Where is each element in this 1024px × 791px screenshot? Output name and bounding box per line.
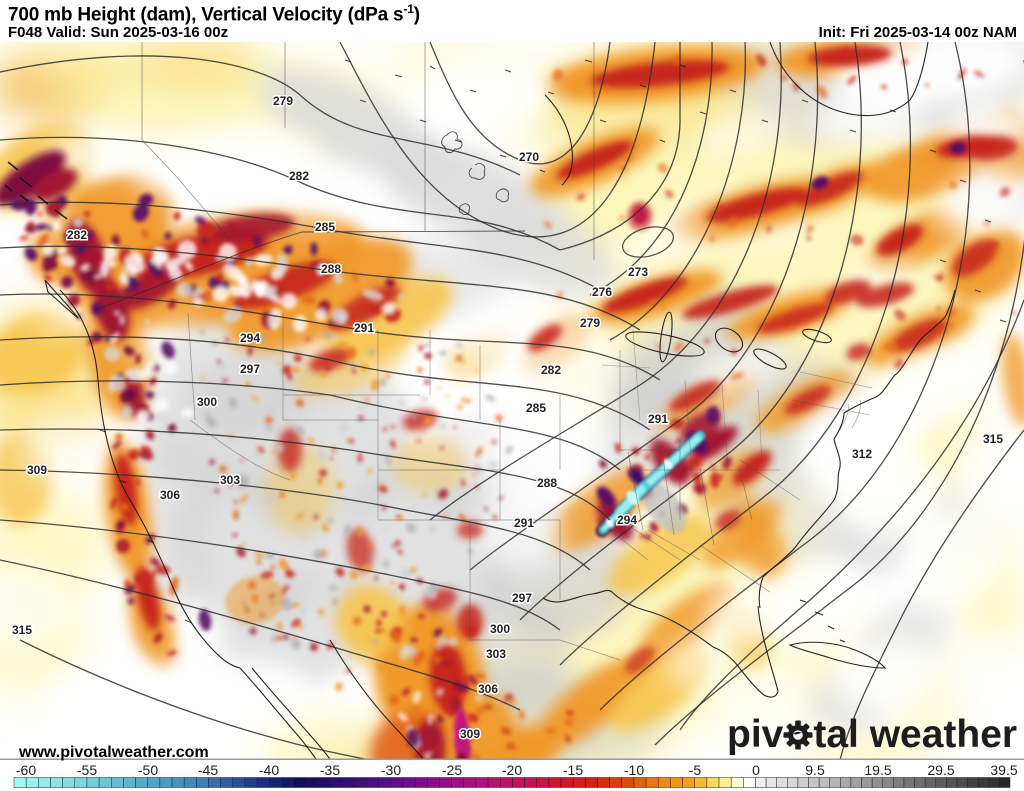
svg-text:279: 279 (580, 316, 600, 330)
svg-text:306: 306 (160, 488, 180, 502)
svg-text:291: 291 (514, 516, 534, 530)
svg-text:306: 306 (478, 682, 498, 696)
svg-text:297: 297 (240, 362, 260, 376)
svg-text:276: 276 (592, 285, 612, 299)
svg-text:294: 294 (240, 331, 260, 345)
svg-text:282: 282 (289, 169, 309, 183)
svg-text:303: 303 (220, 473, 240, 487)
svg-text:309: 309 (27, 463, 47, 477)
svg-text:315: 315 (983, 432, 1003, 446)
svg-text:303: 303 (486, 647, 506, 661)
svg-text:270: 270 (519, 150, 539, 164)
svg-text:309: 309 (460, 727, 480, 741)
svg-text:312: 312 (852, 447, 872, 461)
svg-text:297: 297 (512, 591, 532, 605)
svg-text:282: 282 (541, 363, 561, 377)
svg-text:291: 291 (354, 321, 374, 335)
svg-text:315: 315 (12, 623, 32, 637)
svg-text:300: 300 (197, 395, 217, 409)
svg-text:300: 300 (490, 622, 510, 636)
svg-text:273: 273 (628, 265, 648, 279)
svg-text:285: 285 (315, 220, 335, 234)
svg-text:294: 294 (617, 513, 637, 527)
svg-text:282: 282 (67, 228, 87, 242)
svg-text:288: 288 (537, 476, 557, 490)
svg-text:285: 285 (526, 401, 546, 415)
svg-text:279: 279 (273, 94, 293, 108)
svg-text:291: 291 (648, 412, 668, 426)
svg-text:288: 288 (321, 262, 341, 276)
